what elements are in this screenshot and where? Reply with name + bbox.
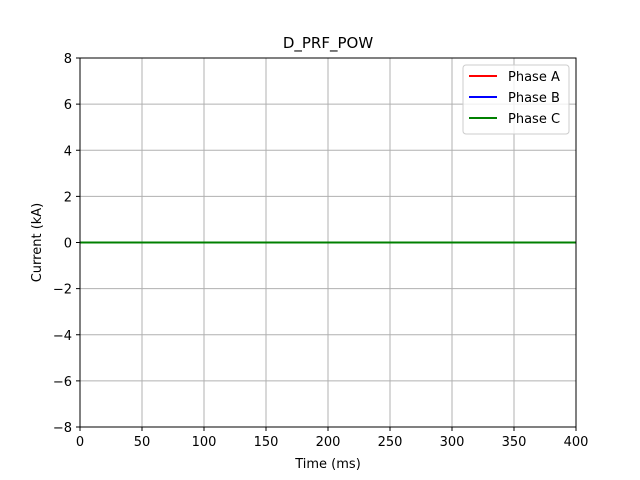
y-tick-label: 2 (64, 190, 72, 205)
x-tick-label: 400 (564, 435, 589, 450)
y-tick-label: −4 (53, 329, 72, 344)
legend-label: Phase B (508, 91, 560, 106)
x-tick-label: 350 (502, 435, 527, 450)
x-tick-label: 250 (378, 435, 403, 450)
x-axis-label: Time (ms) (294, 457, 361, 472)
legend: Phase A Phase B Phase C (462, 64, 570, 135)
y-axis-ticks: −8 −6 −4 −2 0 2 4 6 8 (53, 52, 80, 436)
y-tick-label: 0 (64, 237, 72, 252)
y-tick-label: −2 (53, 283, 72, 298)
legend-label: Phase C (508, 112, 560, 127)
y-tick-label: 8 (64, 52, 72, 67)
x-tick-label: 50 (134, 435, 151, 450)
y-tick-label: 6 (64, 98, 72, 113)
x-axis-ticks: 0 50 100 150 200 250 300 350 400 (76, 427, 589, 450)
x-tick-label: 200 (316, 435, 341, 450)
chart-title: D_PRF_POW (283, 34, 373, 53)
y-axis-label: Current (kA) (30, 203, 45, 283)
x-tick-label: 0 (76, 435, 84, 450)
y-tick-label: −6 (53, 375, 72, 390)
y-tick-label: 4 (64, 144, 72, 159)
legend-label: Phase A (508, 70, 560, 85)
x-tick-label: 150 (254, 435, 279, 450)
x-tick-label: 300 (440, 435, 465, 450)
y-tick-label: −8 (53, 421, 72, 436)
legend-box (462, 64, 570, 135)
x-tick-label: 100 (192, 435, 217, 450)
